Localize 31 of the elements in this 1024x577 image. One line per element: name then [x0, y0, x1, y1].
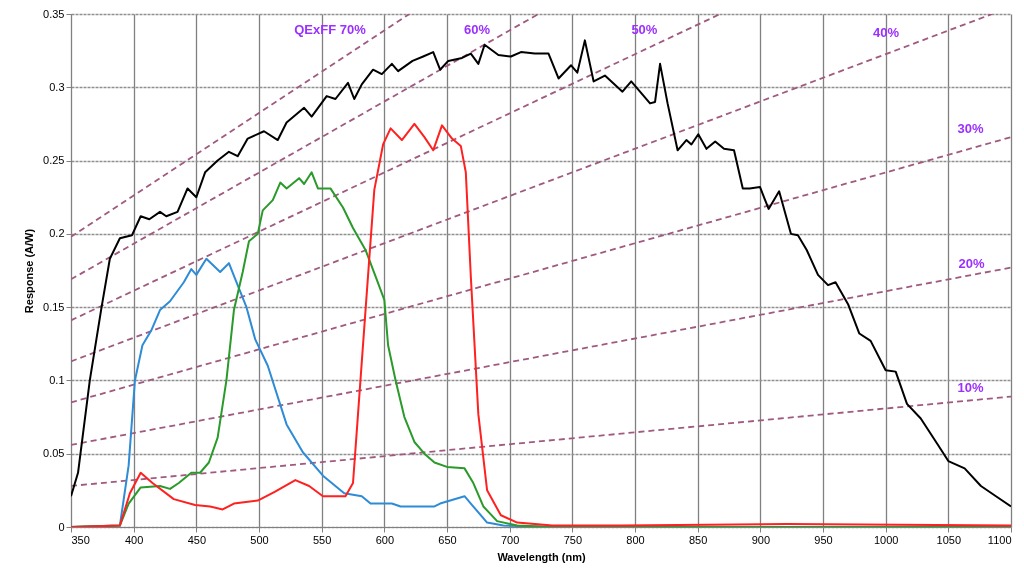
x-tick-label: 1000 [873, 533, 899, 546]
annotation: 20% [958, 255, 985, 271]
y-tick-label: 0.1 [49, 373, 65, 386]
y-tick-label: 0.25 [43, 154, 65, 167]
x-tick-label: 650 [438, 533, 457, 546]
y-axis-title: Response (A/W) [23, 228, 36, 314]
x-tick-label: 1100 [987, 533, 1012, 546]
x-axis-title: Wavelength (nm) [497, 550, 586, 563]
y-tick-label: 0.05 [43, 447, 65, 460]
x-tick-label: 350 [71, 533, 90, 546]
y-tick-label: 0 [58, 520, 65, 533]
y-tick-label: 0.2 [49, 227, 65, 240]
annotation: 30% [957, 120, 985, 136]
x-tick-label: 750 [563, 533, 583, 546]
y-tick-label: 0.35 [43, 7, 65, 20]
x-tick-label: 450 [187, 533, 207, 546]
x-tick-label: 850 [688, 533, 708, 546]
x-tick-label: 950 [814, 533, 833, 546]
y-tick-label: 0.15 [43, 300, 65, 313]
line-series [71, 39, 1011, 508]
x-tick-label: 600 [375, 533, 395, 546]
y-tick-label: 0.3 [49, 80, 65, 93]
x-tick-label: 550 [312, 533, 332, 546]
annotation: 60% [464, 21, 491, 37]
x-tick-label: 1050 [936, 533, 962, 546]
x-tick-label: 700 [500, 533, 520, 546]
annotation: 10% [957, 379, 985, 395]
x-tick-label: 900 [751, 533, 771, 546]
x-tick-label: 800 [626, 533, 645, 546]
x-tick-label: 400 [124, 533, 144, 546]
x-tick-label: 500 [250, 533, 269, 546]
